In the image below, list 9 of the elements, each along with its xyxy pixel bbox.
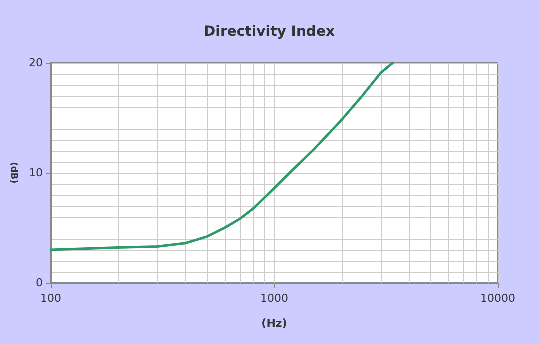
y-tick-label: 20	[29, 56, 43, 70]
y-tick-label: 10	[29, 166, 43, 180]
x-tick-label: 100	[40, 292, 62, 305]
x-tick-label: 1000	[260, 292, 288, 305]
x-axis-title: (Hz)	[262, 317, 288, 330]
y-axis-title: (dB)	[8, 162, 19, 184]
chart-title: Directivity Index	[204, 24, 335, 40]
x-tick-label: 10000	[480, 292, 516, 305]
y-tick-label: 0	[36, 276, 43, 290]
